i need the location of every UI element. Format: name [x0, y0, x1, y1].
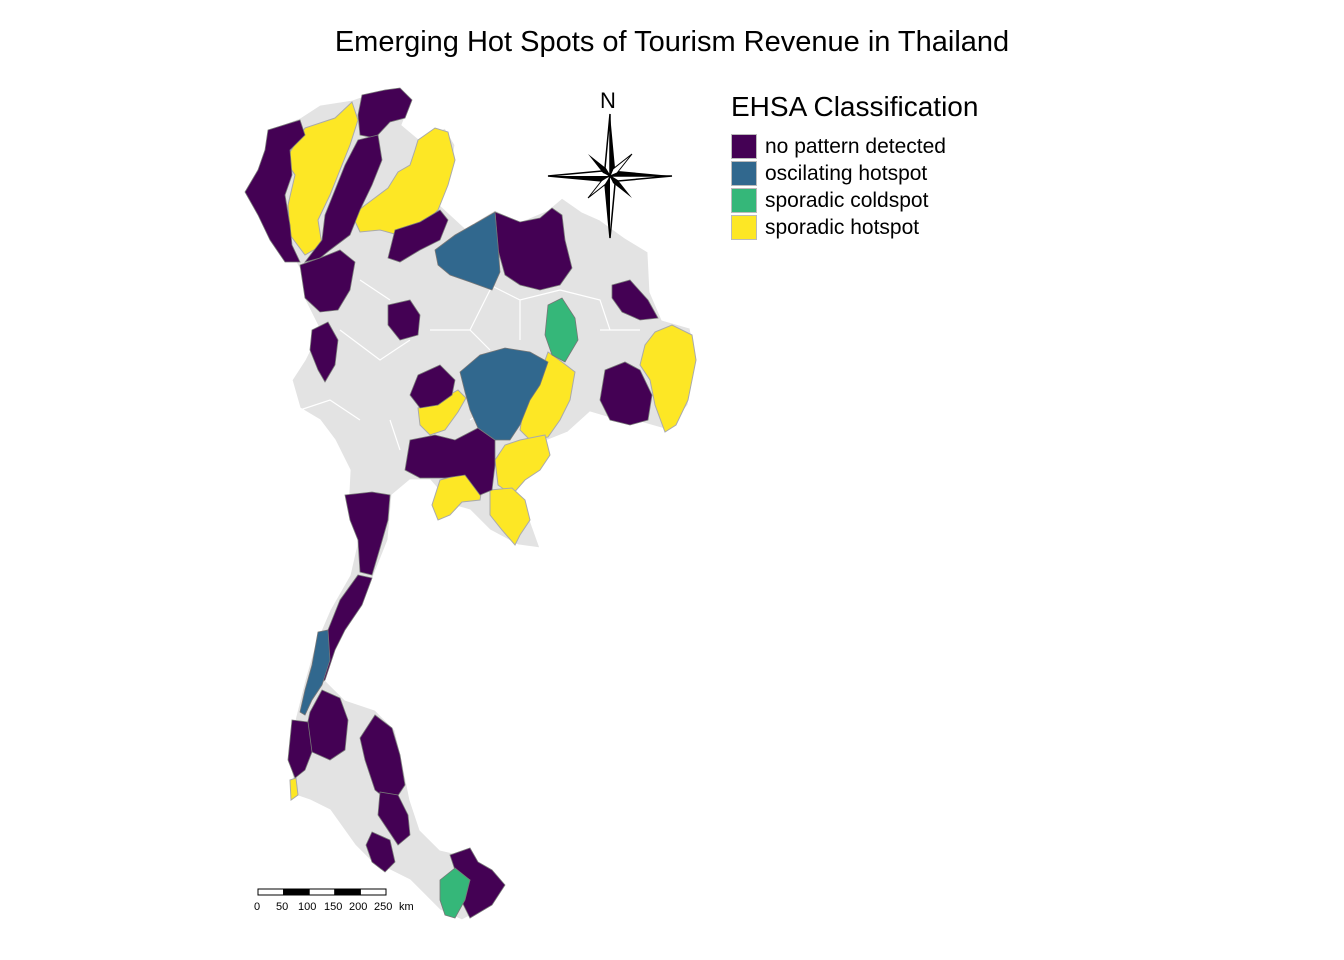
legend-item-sporadic-coldspot: sporadic coldspot	[731, 187, 978, 214]
legend-swatch	[731, 134, 757, 159]
legend-label: sporadic coldspot	[765, 188, 929, 212]
scale-bar	[257, 888, 387, 896]
scale-tick-label: 100	[298, 901, 317, 913]
legend-item-oscilating-hotspot: oscilating hotspot	[731, 160, 978, 187]
no-pattern-regions	[244, 87, 659, 919]
sporadic-hotspot-regions	[284, 101, 697, 801]
oscilating-hotspot-regions	[299, 211, 549, 716]
legend-item-sporadic-hotspot: sporadic hotspot	[731, 214, 978, 241]
scale-tick-label: 150	[324, 901, 343, 913]
legend-label: oscilating hotspot	[765, 161, 928, 185]
map-title: Emerging Hot Spots of Tourism Revenue in…	[334, 26, 1010, 58]
compass-rose-icon	[547, 113, 673, 239]
scale-tick-label: 250	[374, 901, 393, 913]
legend-title: EHSA Classification	[731, 91, 979, 122]
legend-swatch	[731, 188, 757, 213]
legend-label: no pattern detected	[765, 134, 946, 158]
scale-unit-label: km	[399, 901, 414, 913]
legend-label: sporadic hotspot	[765, 215, 920, 239]
scale-tick-label: 50	[276, 901, 289, 913]
legend-swatch	[731, 215, 757, 240]
legend-item-no-pattern: no pattern detected	[731, 133, 978, 160]
legend: EHSA Classification no pattern detected …	[731, 91, 978, 241]
sporadic-coldspot-regions	[439, 297, 579, 919]
scale-tick-label: 200	[349, 901, 368, 913]
north-label: N	[600, 88, 616, 113]
scale-tick-label: 0	[254, 901, 261, 913]
legend-swatch	[731, 161, 757, 186]
